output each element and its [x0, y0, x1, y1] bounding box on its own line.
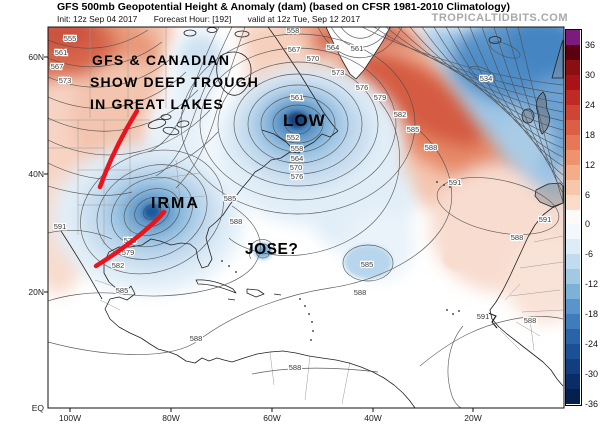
contour-label: 588: [354, 288, 367, 297]
colorbar-label: 18: [585, 130, 595, 140]
colorbar-label: 12: [585, 160, 595, 170]
contour-label: 588: [230, 217, 243, 226]
contour-label: 588: [511, 233, 524, 242]
contour-label: 561: [55, 48, 68, 57]
contour-label: 534: [480, 74, 493, 83]
contour-label: 588: [425, 143, 438, 152]
contour-label: 588: [524, 316, 537, 325]
colorbar-label: -18: [585, 309, 598, 319]
colorbar-cell: [566, 374, 580, 389]
colorbar-cell: [566, 120, 580, 135]
lon-label-40w: 40W: [364, 413, 381, 423]
contour-label: 591: [477, 312, 490, 321]
colorbar-cell: [566, 344, 580, 359]
contour-label: 591: [54, 222, 67, 231]
colorbar-label: -12: [585, 279, 598, 289]
colorbar-cell: [566, 224, 580, 239]
contour-label: 558: [291, 144, 304, 153]
colorbar-cell: [566, 165, 580, 180]
weather-map-page: 555 561 567 573 558 567 561 552 558 564 …: [0, 0, 600, 424]
contour-label: 567: [51, 62, 64, 71]
lon-label-100w: 100W: [59, 413, 81, 423]
colorbar-label: 0: [585, 219, 590, 229]
colorbar-cell: [566, 389, 580, 404]
irma-annotation: IRMA: [151, 195, 200, 212]
colorbar-cell: [566, 314, 580, 329]
colorbar-cell: [566, 254, 580, 269]
colorbar-label: 6: [585, 190, 590, 200]
colorbar-label: -6: [585, 249, 593, 259]
contour-label: 591: [449, 178, 462, 187]
colorbar: 36 30 24 18 12 6 0 -6 -12 -18 -24 -30 -36: [566, 0, 600, 424]
run-info: Init: 12z Sep 04 2017 Forecast Hour: [19…: [57, 14, 374, 24]
note-line-1: GFS & CANADIAN: [92, 52, 230, 68]
contour-label: 582: [394, 110, 407, 119]
contour-label: 573: [332, 68, 345, 77]
contour-label: 573: [59, 76, 72, 85]
note-line-3: IN GREAT LAKES: [90, 96, 224, 112]
colorbar-cell: [566, 269, 580, 284]
lon-label-20w: 20W: [464, 413, 481, 423]
lat-label-40n: 40N: [28, 169, 44, 179]
contour-label: 582: [112, 261, 125, 270]
contour-label: 567: [288, 45, 301, 54]
colorbar-cell: [566, 45, 580, 60]
contour-label: 561: [351, 44, 364, 53]
forecast-hour: Forecast Hour: [192]: [154, 14, 231, 24]
jose-annotation: JOSE?: [245, 241, 298, 258]
colorbar-label: 36: [585, 40, 595, 50]
colorbar-cell: [566, 299, 580, 314]
contour-label: 585: [361, 260, 374, 269]
map-canvas: 555 561 567 573 558 567 561 552 558 564 …: [0, 0, 600, 424]
header: GFS 500mb Geopotential Height & Anomaly …: [0, 0, 600, 26]
colorbar-cell: [566, 180, 580, 195]
colorbar-label: -36: [585, 399, 598, 409]
init-time: Init: 12z Sep 04 2017: [57, 14, 137, 24]
contour-label: 585: [407, 125, 420, 134]
colorbar-cell: [566, 105, 580, 120]
colorbar-label: 30: [585, 70, 595, 80]
colorbar-cell: [566, 150, 580, 165]
contour-label: 585: [224, 194, 237, 203]
colorbar-cell: [566, 195, 580, 210]
contour-label: 570: [307, 54, 320, 63]
colorbar-cell: [566, 239, 580, 254]
contour-label: 588: [289, 363, 302, 372]
contour-label: 564: [327, 43, 340, 52]
contour-label: 588: [190, 334, 203, 343]
contour-label: 591: [539, 215, 552, 224]
watermark: TROPICALTIDBITS.COM: [432, 12, 568, 24]
contour-label: 561: [291, 93, 304, 102]
colorbar-cell: [566, 135, 580, 150]
contour-label: 576: [291, 172, 304, 181]
lat-label-20n: 20N: [28, 287, 44, 297]
contour-label: 579: [374, 93, 387, 102]
valid-time: valid at 12z Tue, Sep 12 2017: [248, 14, 360, 24]
colorbar-cell: [566, 90, 580, 105]
lon-label-80w: 80W: [162, 413, 179, 423]
colorbar-cell: [566, 60, 580, 75]
contour-label: 564: [291, 154, 304, 163]
colorbar-cell: [566, 210, 580, 225]
colorbar-cell: [566, 329, 580, 344]
contour-label: 552: [287, 133, 300, 142]
contour-label: 585: [116, 286, 129, 295]
lat-label-eq: EQ: [32, 403, 45, 413]
colorbar-label: 24: [585, 100, 595, 110]
low-annotation: LOW: [283, 111, 326, 130]
colorbar-cell: [566, 284, 580, 299]
contour-label: 570: [290, 163, 303, 172]
colorbar-cell: [566, 359, 580, 374]
contour-label: 576: [356, 83, 369, 92]
colorbar-cell: [566, 75, 580, 90]
colorbar-label: -24: [585, 339, 598, 349]
colorbar-cell: [566, 30, 580, 45]
contour-label: 555: [64, 34, 77, 43]
note-line-2: SHOW DEEP TROUGH: [90, 74, 259, 90]
lon-label-60w: 60W: [263, 413, 280, 423]
lat-label-60n: 60N: [28, 52, 44, 62]
colorbar-label: -30: [585, 369, 598, 379]
